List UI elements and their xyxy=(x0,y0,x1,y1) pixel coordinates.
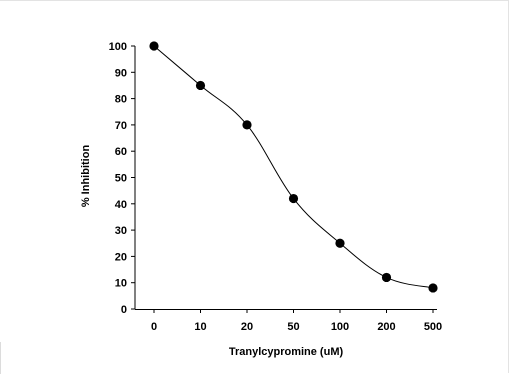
y-tick-label: 70 xyxy=(115,120,127,132)
x-tick-label: 10 xyxy=(194,321,206,333)
data-point xyxy=(335,238,345,248)
x-tick-label: 20 xyxy=(241,321,253,333)
y-tick-label: 50 xyxy=(115,173,127,185)
x-tick-label: 500 xyxy=(424,321,442,333)
data-point xyxy=(381,272,392,283)
y-tick-label: 100 xyxy=(109,41,127,53)
y-tick-label: 30 xyxy=(115,225,127,237)
data-point xyxy=(428,283,438,293)
frame-edge xyxy=(0,342,1,374)
data-point xyxy=(195,80,206,91)
y-tick-label: 80 xyxy=(115,94,127,106)
x-axis: 0 10 20 50 100 200 500 xyxy=(135,309,442,333)
x-tick-label: 0 xyxy=(151,321,157,333)
y-tick-label: 0 xyxy=(121,304,127,316)
y-tick-label: 40 xyxy=(115,199,127,211)
data-point xyxy=(242,120,252,130)
series-inhibition xyxy=(149,41,438,293)
y-tick-label: 20 xyxy=(115,251,127,263)
y-tick-label: 10 xyxy=(115,278,127,290)
data-point xyxy=(149,41,159,51)
y-axis: 0 10 20 30 40 50 60 70 80 90 100 xyxy=(109,41,136,316)
x-tick-label: 200 xyxy=(377,321,395,333)
data-point xyxy=(288,193,299,204)
y-tick-label: 60 xyxy=(115,146,127,158)
series-line xyxy=(153,45,434,289)
x-axis-title: Tranylcypromine (uM) xyxy=(229,346,344,358)
y-tick-label: 90 xyxy=(115,67,127,79)
y-axis-title: % Inhibition xyxy=(80,145,92,208)
x-tick-label: 50 xyxy=(287,321,299,333)
x-tick-label: 100 xyxy=(331,321,349,333)
